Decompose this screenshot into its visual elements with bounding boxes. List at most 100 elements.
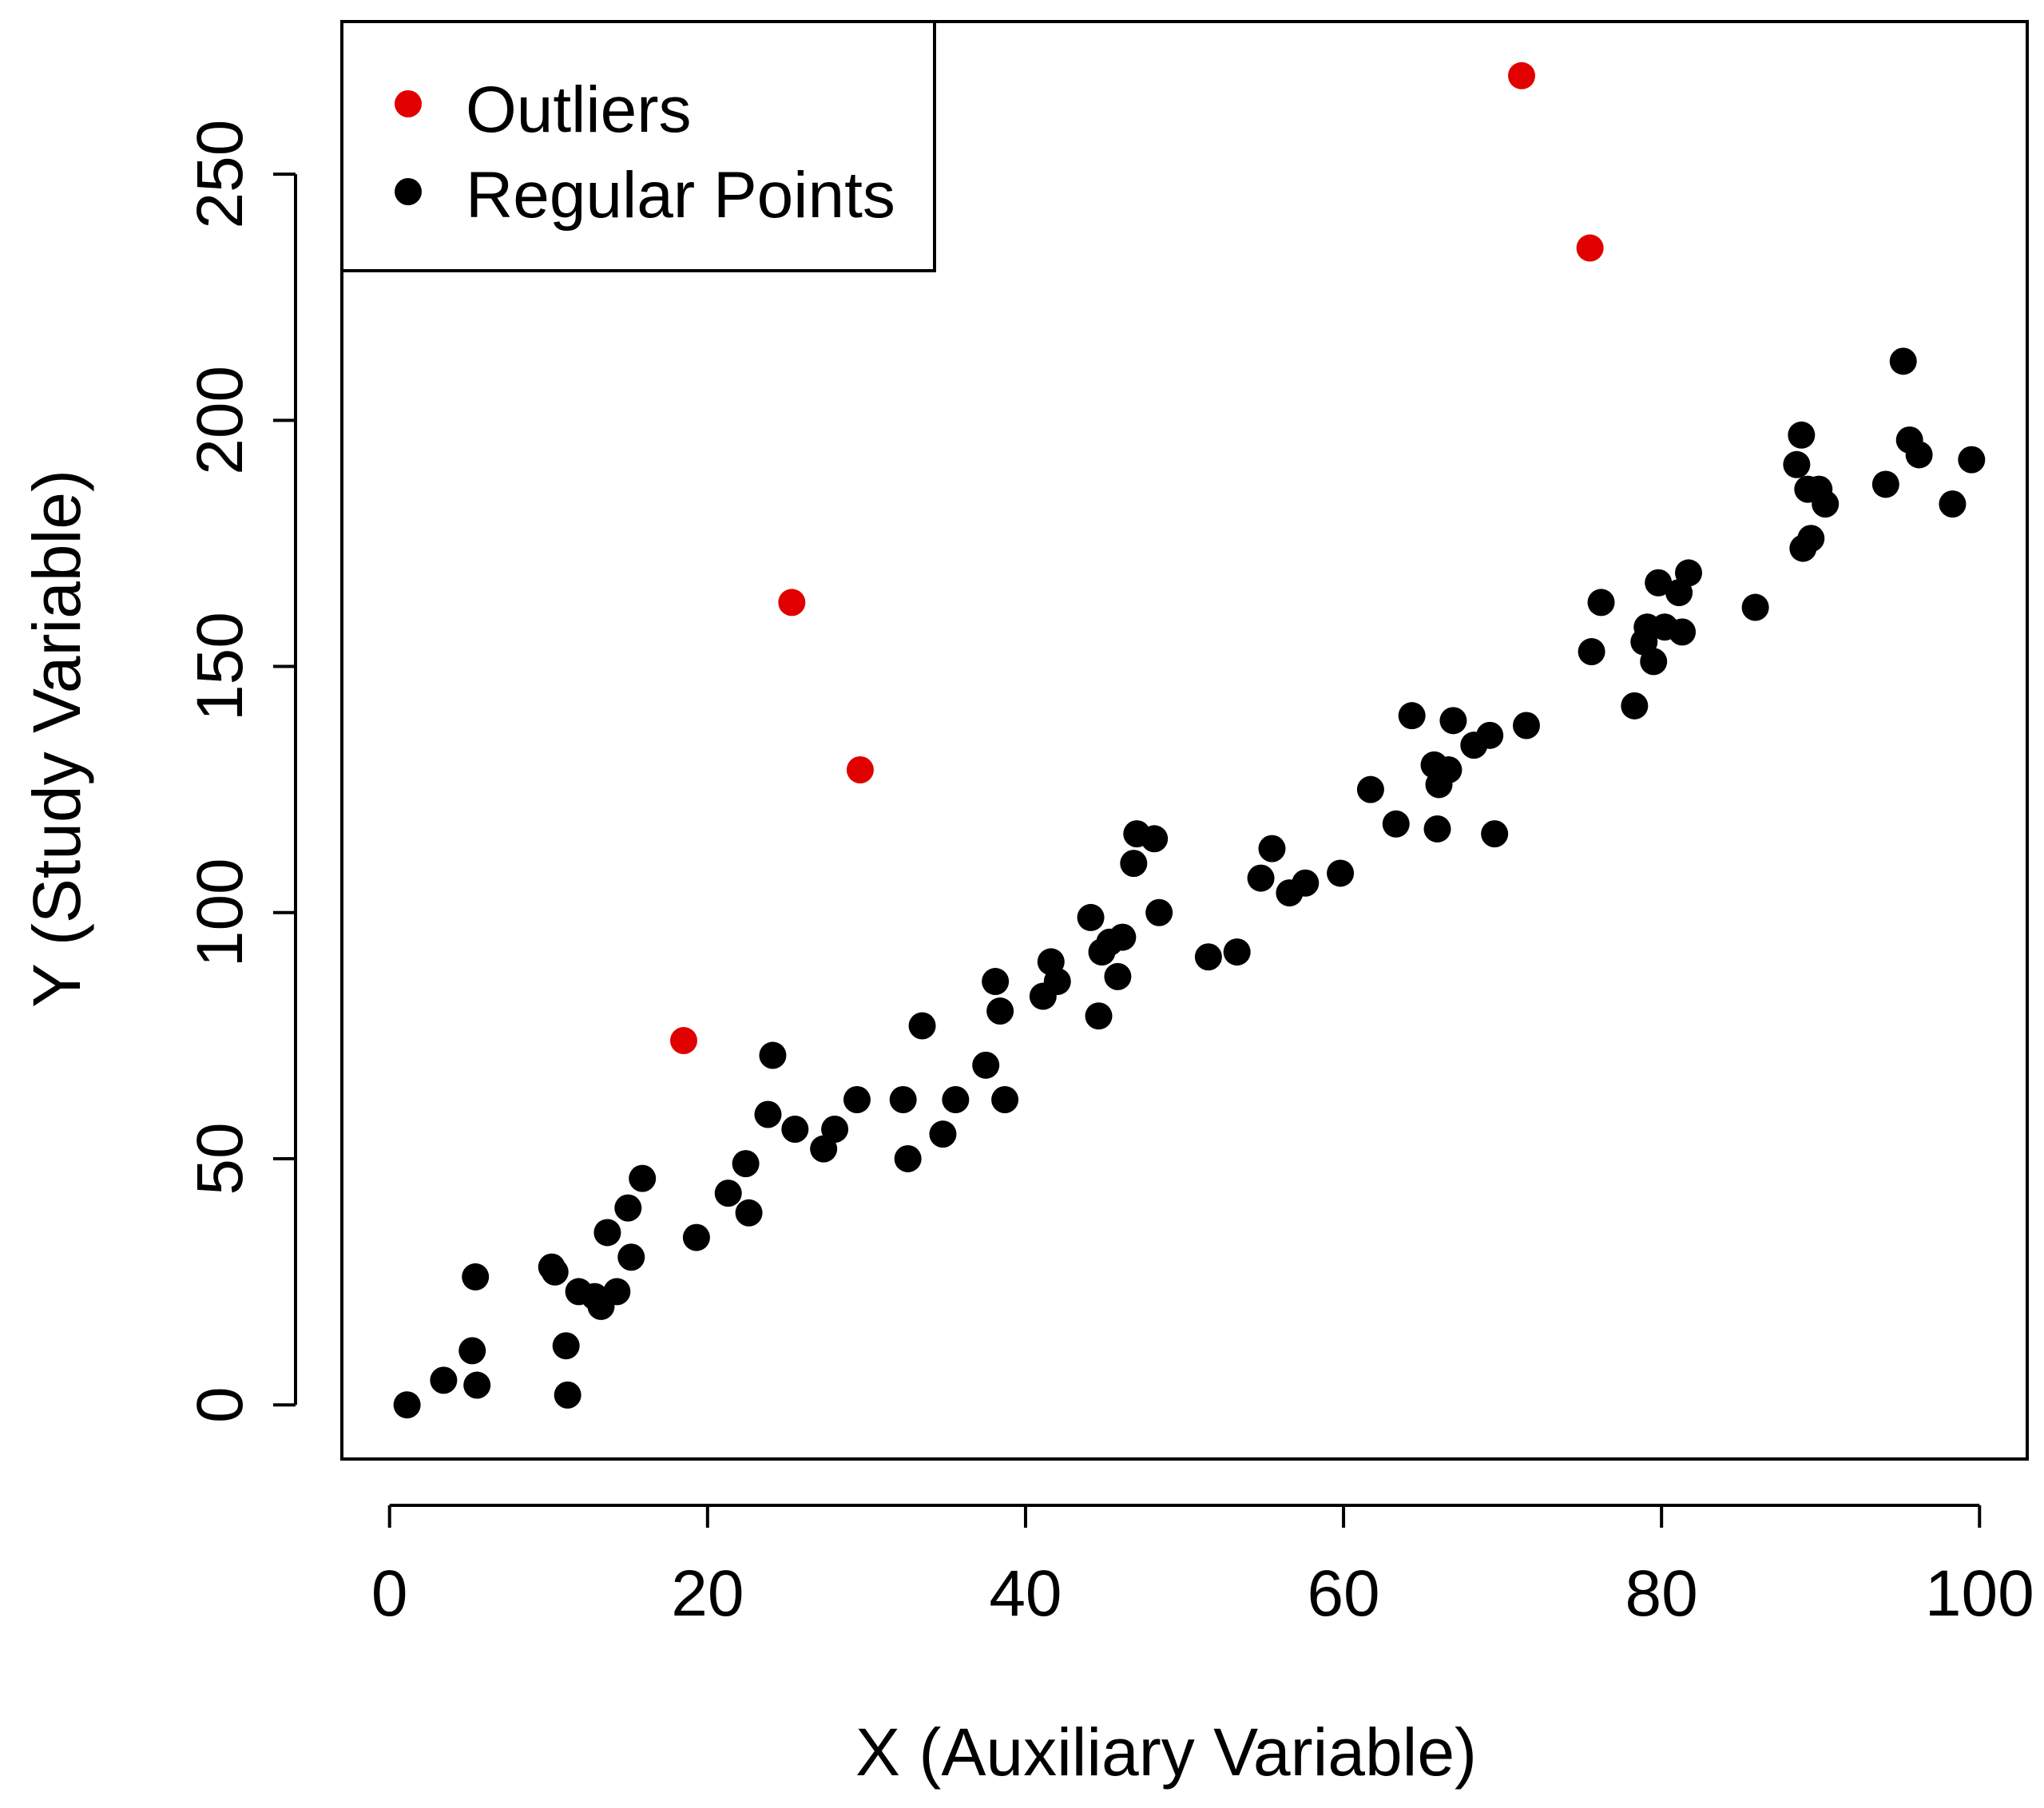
point-regular-points	[1104, 962, 1132, 990]
point-outliers	[669, 1027, 697, 1055]
point-regular-points	[1797, 525, 1825, 553]
point-regular-points	[810, 1135, 838, 1163]
plot-area-frame	[340, 20, 2029, 1461]
point-regular-points	[1398, 702, 1426, 730]
point-regular-points	[603, 1278, 631, 1306]
point-regular-points	[430, 1366, 458, 1394]
point-regular-points	[821, 1115, 849, 1143]
point-regular-points	[1578, 638, 1605, 666]
point-regular-points	[593, 1219, 621, 1247]
point-regular-points	[1356, 775, 1384, 803]
point-regular-points	[1939, 490, 1967, 518]
point-regular-points	[759, 1041, 787, 1069]
y-tick-label: 100	[184, 858, 256, 967]
point-regular-points	[1077, 903, 1105, 931]
point-regular-points	[458, 1337, 486, 1365]
legend-label-outliers: Outliers	[466, 73, 692, 146]
point-regular-points	[942, 1086, 970, 1113]
point-regular-points	[1889, 347, 1917, 375]
point-regular-points	[1382, 810, 1410, 838]
point-regular-points	[929, 1120, 957, 1148]
point-outliers	[846, 755, 874, 783]
point-regular-points	[1439, 707, 1467, 735]
point-regular-points	[614, 1194, 642, 1222]
point-regular-points	[1085, 1002, 1113, 1030]
legend: Outliers Regular Points	[340, 20, 936, 272]
point-regular-points	[754, 1100, 782, 1128]
point-regular-points	[1247, 864, 1275, 892]
point-regular-points	[1194, 943, 1222, 971]
point-regular-points	[982, 968, 1010, 996]
point-regular-points	[1223, 938, 1251, 966]
point-outliers	[1576, 234, 1604, 262]
point-regular-points	[1476, 721, 1504, 749]
point-regular-points	[552, 1332, 580, 1360]
point-regular-points	[991, 1086, 1019, 1113]
point-regular-points	[393, 1391, 421, 1419]
point-regular-points	[554, 1381, 581, 1409]
point-regular-points	[629, 1164, 657, 1192]
y-axis: 0 50 100 150 200 250	[184, 120, 297, 1423]
point-outliers	[1508, 61, 1535, 89]
point-regular-points	[1812, 490, 1840, 518]
x-tick-label: 40	[989, 1557, 1062, 1630]
point-regular-points	[1621, 692, 1649, 720]
point-regular-points	[1675, 559, 1703, 587]
x-tick-label: 80	[1625, 1557, 1698, 1630]
point-outliers	[778, 589, 806, 617]
point-regular-points	[1145, 898, 1173, 926]
point-regular-points	[1741, 593, 1769, 621]
legend-marker-regular-points	[395, 178, 422, 205]
point-regular-points	[1871, 470, 1899, 498]
point-regular-points	[1640, 648, 1668, 676]
point-regular-points	[1645, 569, 1673, 597]
point-regular-points	[1327, 859, 1355, 887]
legend-marker-outliers	[395, 90, 422, 117]
point-regular-points	[732, 1150, 760, 1178]
data-points	[393, 61, 1986, 1419]
point-regular-points	[1788, 421, 1816, 449]
point-regular-points	[1435, 755, 1463, 783]
point-regular-points	[843, 1086, 871, 1113]
point-regular-points	[714, 1180, 742, 1207]
x-tick-label: 0	[371, 1557, 408, 1630]
point-regular-points	[463, 1371, 491, 1399]
point-regular-points	[1783, 450, 1811, 478]
point-regular-points	[1292, 869, 1320, 897]
point-regular-points	[617, 1243, 645, 1271]
x-axis: 0 20 40 60 80 100	[371, 1504, 2034, 1630]
legend-box	[340, 20, 936, 272]
point-regular-points	[1905, 441, 1933, 469]
point-regular-points	[894, 1144, 922, 1172]
point-regular-points	[1120, 850, 1148, 878]
point-regular-points	[1587, 589, 1615, 617]
point-regular-points	[781, 1115, 809, 1143]
point-regular-points	[1109, 923, 1137, 951]
legend-label-regular-points: Regular Points	[466, 159, 895, 232]
y-tick-label: 50	[184, 1122, 256, 1195]
point-regular-points	[1423, 815, 1451, 843]
point-regular-points	[1958, 446, 1986, 474]
point-regular-points	[735, 1199, 763, 1227]
y-tick-label: 250	[184, 120, 256, 229]
point-regular-points	[682, 1223, 710, 1251]
point-regular-points	[986, 997, 1014, 1025]
point-regular-points	[462, 1263, 490, 1291]
x-tick-label: 20	[671, 1557, 744, 1630]
y-tick-label: 200	[184, 366, 256, 475]
point-regular-points	[541, 1258, 569, 1286]
point-regular-points	[908, 1012, 936, 1040]
point-regular-points	[1669, 618, 1697, 646]
y-tick-label: 150	[184, 612, 256, 721]
point-regular-points	[1481, 820, 1509, 848]
y-axis-title: Y (Study Variable)	[19, 470, 94, 1008]
x-tick-label: 100	[1925, 1557, 2034, 1630]
point-regular-points	[972, 1051, 1000, 1079]
y-tick-label: 0	[184, 1386, 256, 1423]
point-regular-points	[1141, 825, 1169, 853]
point-regular-points	[1512, 712, 1540, 739]
point-regular-points	[889, 1086, 917, 1113]
point-regular-points	[1043, 968, 1071, 996]
